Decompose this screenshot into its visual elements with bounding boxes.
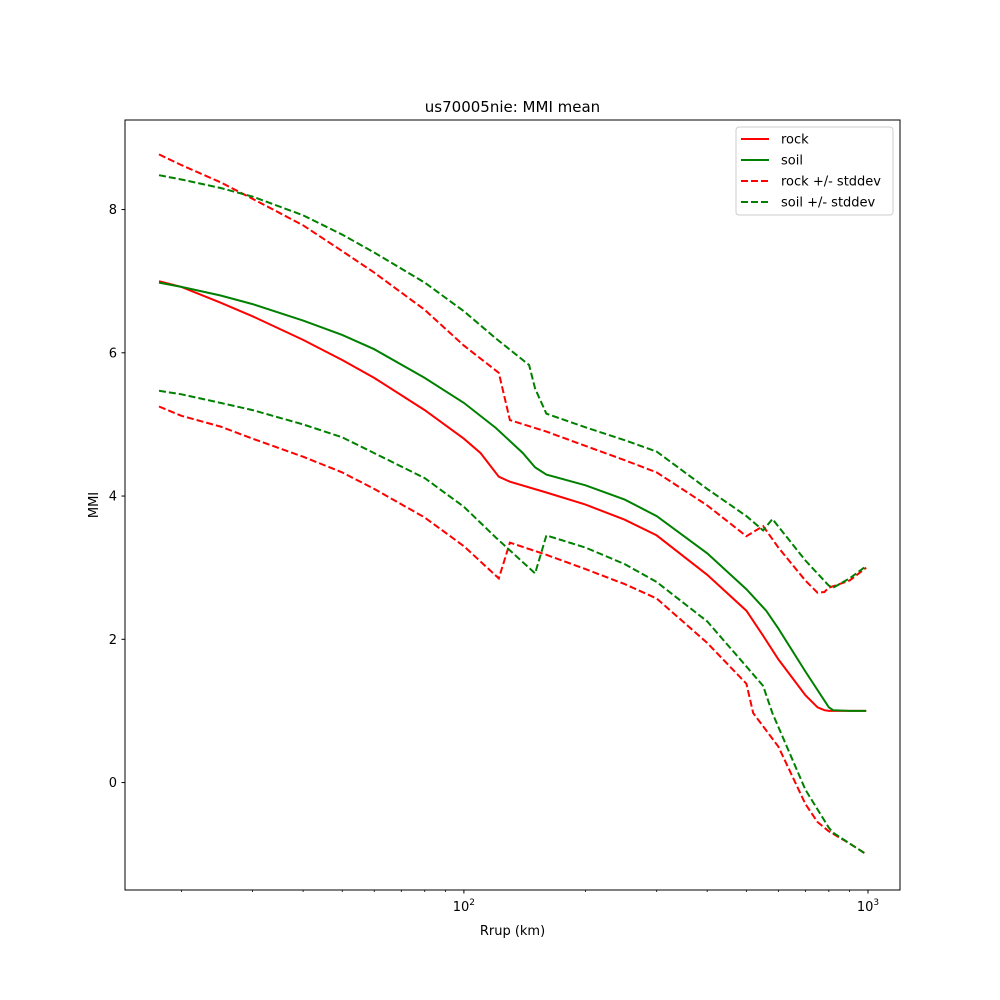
plot-frame bbox=[124, 119, 901, 891]
chart-title: us70005nie: MMI mean bbox=[425, 98, 600, 116]
legend-label: soil +/- stddev bbox=[781, 196, 876, 211]
legend-label: rock bbox=[781, 133, 809, 148]
series-line-0 bbox=[158, 280, 867, 712]
plot-area bbox=[125, 120, 900, 890]
y-axis-label: MMI bbox=[87, 492, 102, 518]
x-axis-label: Rrup (km) bbox=[480, 924, 545, 939]
y-tick-label: 0 bbox=[109, 776, 117, 791]
y-tick-label: 4 bbox=[109, 490, 117, 505]
legend-frame bbox=[735, 126, 894, 216]
y-tick-label: 8 bbox=[109, 203, 117, 218]
y-ticks: 0 2 4 6 8 bbox=[109, 203, 125, 791]
series-line-3 bbox=[158, 405, 867, 856]
y-tick-label: 6 bbox=[109, 346, 117, 361]
y-tick-label: 2 bbox=[109, 633, 117, 648]
legend: rock soil rock +/- stddev soil +/- stddev bbox=[735, 126, 894, 216]
series-line-4 bbox=[158, 174, 867, 589]
series-layer bbox=[158, 153, 867, 856]
legend-items: rock soil rock +/- stddev soil +/- stddev bbox=[741, 133, 881, 211]
legend-label: soil bbox=[781, 154, 803, 169]
series-line-1 bbox=[158, 281, 867, 712]
legend-label: rock +/- stddev bbox=[781, 175, 881, 190]
series-line-5 bbox=[158, 389, 867, 856]
series-line-2 bbox=[158, 153, 867, 594]
